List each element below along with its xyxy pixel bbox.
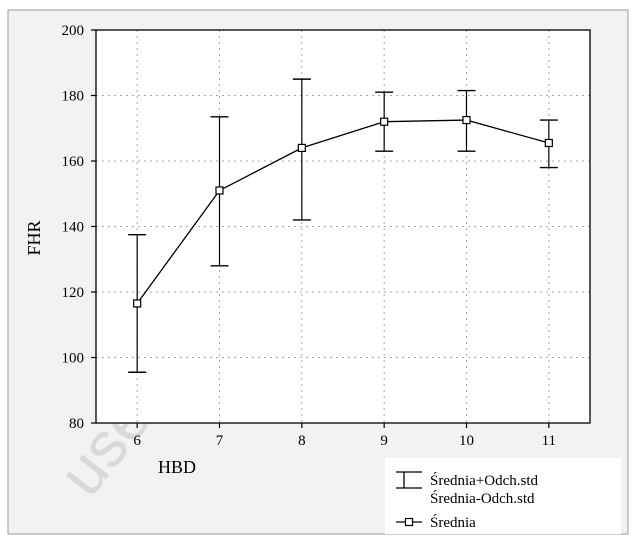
y-tick-label-100: 100 xyxy=(62,351,85,367)
data-point-8 xyxy=(297,143,306,152)
legend-box xyxy=(385,458,621,534)
data-point-6 xyxy=(133,299,142,308)
y-tick-label-180: 180 xyxy=(62,89,85,105)
x-tick-label-7: 7 xyxy=(216,433,224,449)
legend-label-mean: Średnia xyxy=(430,514,476,531)
data-point-10 xyxy=(462,115,471,125)
y-tick-label-80: 80 xyxy=(69,416,84,432)
y-axis-label: FHR xyxy=(24,220,44,255)
data-markers xyxy=(133,115,553,308)
legend-label-upper: Średnia+Odch.std xyxy=(430,472,539,489)
grid-lines xyxy=(96,30,590,423)
series-line-srednia xyxy=(136,119,550,304)
data-point-7 xyxy=(215,186,224,195)
legend-mean-icon xyxy=(396,517,422,527)
x-tick-label-9: 9 xyxy=(380,433,388,449)
y-tick-label-200: 200 xyxy=(62,23,85,39)
legend-label-lower: Średnia-Odch.std xyxy=(430,490,535,507)
legend-mean-marker xyxy=(404,517,414,527)
axes: 80 100 120 140 160 180 200 6 7 8 9 10 11 xyxy=(62,23,557,449)
data-point-9 xyxy=(380,117,389,126)
x-tick-label-6: 6 xyxy=(133,433,141,449)
y-tick-label-140: 140 xyxy=(62,220,85,236)
x-axis-label: HBD xyxy=(158,457,196,477)
x-tick-label-8: 8 xyxy=(298,433,306,449)
data-point-11 xyxy=(544,138,553,148)
legend: Średnia+Odch.std Średnia-Odch.std Średni… xyxy=(385,458,621,534)
x-tick-label-11: 11 xyxy=(542,433,556,449)
legend-errorbar-icon xyxy=(396,471,422,489)
x-tick-label-10: 10 xyxy=(459,433,474,449)
y-tick-label-120: 120 xyxy=(62,285,85,301)
y-tick-label-160: 160 xyxy=(62,154,85,170)
